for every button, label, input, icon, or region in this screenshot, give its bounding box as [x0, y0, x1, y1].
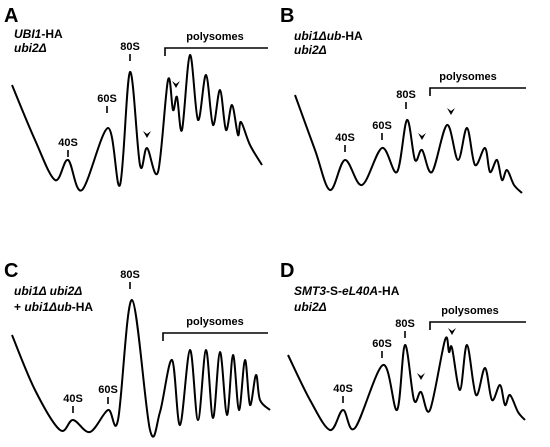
genotype-segment: -HA — [72, 300, 94, 314]
peak-label: 60S — [372, 338, 392, 350]
genotype-segment: + — [14, 300, 24, 314]
genotype-segment: -S- — [326, 284, 342, 298]
profile-curve — [11, 53, 263, 192]
profile-curve — [294, 94, 523, 194]
peak-label: 40S — [335, 132, 355, 144]
profile-curve — [11, 298, 271, 438]
panel-letter: A — [4, 5, 18, 27]
peak-label: 40S — [333, 383, 353, 395]
panel-letter: B — [280, 5, 294, 27]
peak-label: 40S — [63, 393, 83, 405]
peak-label: 60S — [372, 120, 392, 132]
genotype-segment: SMT3 — [294, 284, 326, 298]
profile-curve — [287, 336, 526, 431]
arrowhead — [448, 328, 456, 335]
genotype-line: UBI1-HA — [14, 27, 63, 41]
peak-label: 40S — [58, 137, 78, 149]
polysome-bracket — [429, 87, 526, 96]
polysomes-label: polysomes — [186, 316, 243, 328]
polysome-bracket — [164, 47, 268, 56]
panel-letter: D — [280, 260, 294, 282]
genotype-line: ubi1Δub-HA — [294, 29, 363, 43]
peak-label: 80S — [120, 269, 140, 281]
genotype-line: + ubi1Δub-HA — [14, 300, 93, 314]
peak-label: 60S — [98, 384, 118, 396]
polysomes-label: polysomes — [439, 71, 496, 83]
genotype-line: ubi2Δ — [294, 300, 327, 314]
genotype-line: ubi2Δ — [294, 43, 327, 57]
peak-label: 60S — [97, 93, 117, 105]
panel-letter: C — [4, 260, 18, 282]
genotype-segment: eL40A — [342, 284, 378, 298]
arrowhead — [143, 131, 151, 138]
arrowhead — [417, 373, 425, 380]
polysome-bracket — [162, 332, 268, 341]
peak-label: 80S — [395, 318, 415, 330]
genotype-line: SMT3-S-eL40A-HA — [294, 284, 400, 298]
arrowhead — [172, 81, 180, 88]
polysomes-label: polysomes — [186, 31, 243, 43]
genotype-segment: ubi2Δ — [14, 41, 47, 55]
peak-label: 80S — [396, 89, 416, 101]
genotype-segment: ubi1Δ ubi2Δ — [14, 284, 82, 298]
genotype-segment: -HA — [378, 284, 400, 298]
genotype-segment: ubi1Δub — [294, 29, 341, 43]
polysome-bracket — [429, 321, 526, 330]
genotype-segment: ubi2Δ — [294, 43, 327, 57]
arrowhead — [418, 133, 426, 140]
genotype-segment: ubi1Δub — [24, 300, 71, 314]
peak-label: 80S — [120, 41, 140, 53]
genotype-segment: -HA — [341, 29, 363, 43]
polysomes-label: polysomes — [441, 305, 498, 317]
genotype-segment: ubi2Δ — [294, 300, 327, 314]
genotype-segment: UBI1 — [14, 27, 42, 41]
genotype-segment: -HA — [41, 27, 63, 41]
genotype-line: ubi2Δ — [14, 41, 47, 55]
arrowhead — [447, 108, 455, 115]
genotype-line: ubi1Δ ubi2Δ — [14, 284, 82, 298]
